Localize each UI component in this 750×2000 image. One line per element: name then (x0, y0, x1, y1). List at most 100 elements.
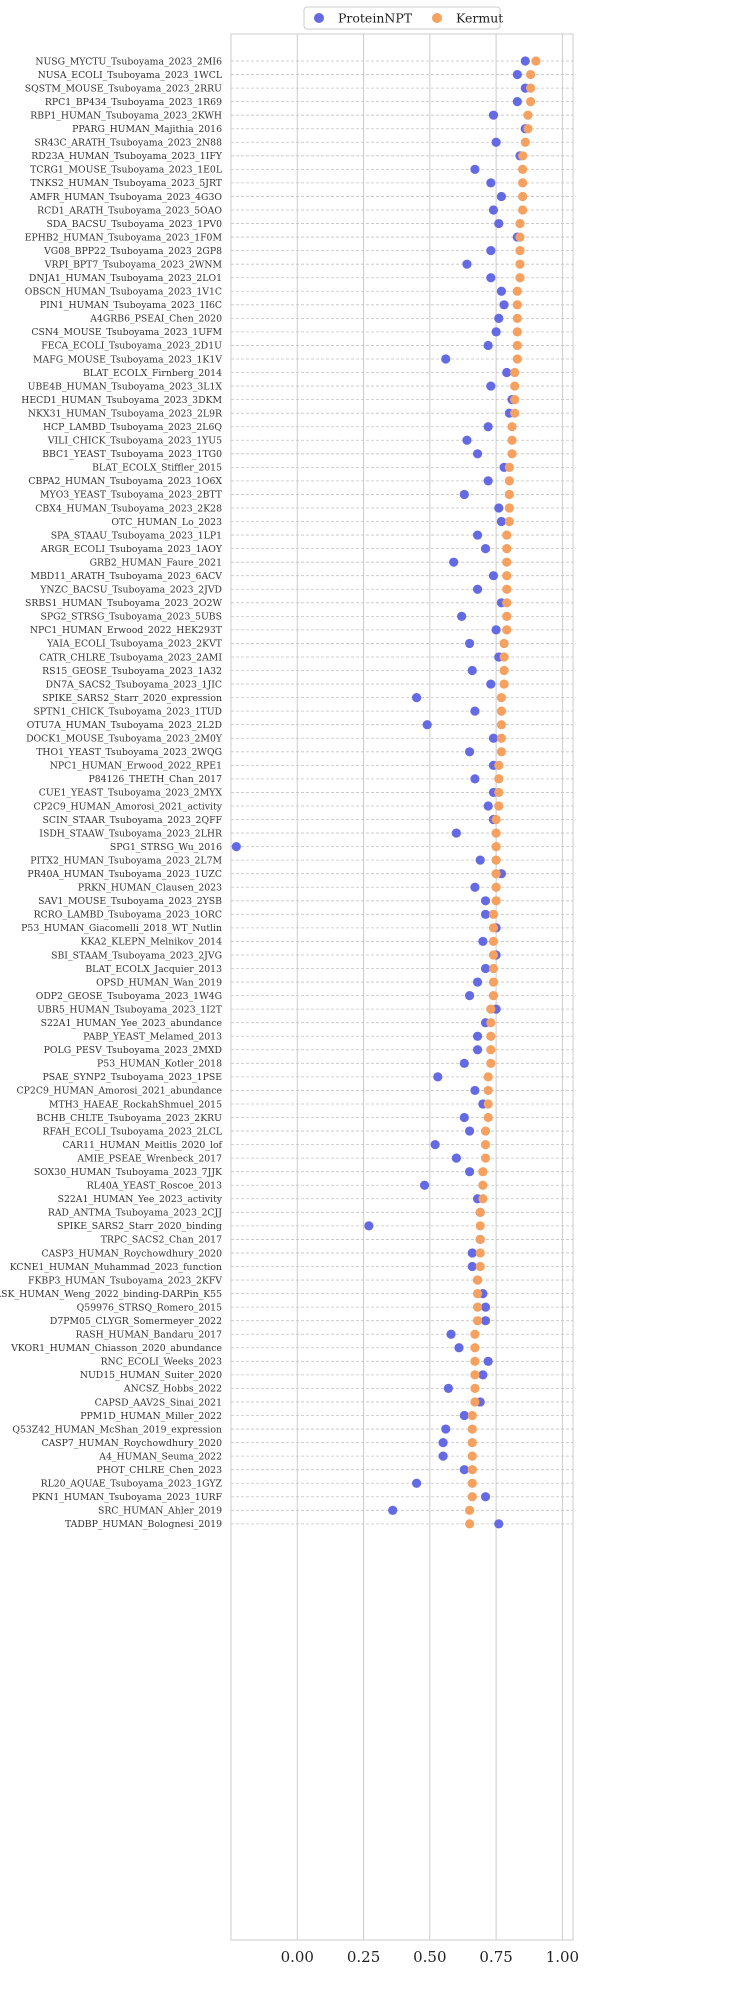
point-proteinnpt (480, 1492, 491, 1502)
point-kermut (470, 1356, 480, 1366)
point-kermut (510, 381, 520, 391)
point-proteinnpt (480, 909, 491, 919)
point-kermut (486, 1004, 496, 1014)
point-proteinnpt (478, 936, 488, 947)
point-kermut (512, 286, 522, 296)
point-proteinnpt (499, 300, 509, 310)
y-tick-label: AMFR_HUMAN_Tsuboyama_2023_4G3O (29, 192, 222, 203)
y-tick-label: PR40A_HUMAN_Tsuboyama_2023_1UZC (27, 869, 222, 880)
y-tick-label: ANCSZ_Hobbs_2022 (123, 1384, 222, 1395)
point-proteinnpt (441, 354, 451, 364)
point-kermut (499, 679, 509, 689)
y-tick-label: Q53Z42_HUMAN_McShan_2019_expression (12, 1424, 222, 1435)
point-proteinnpt (430, 1140, 440, 1150)
point-proteinnpt (512, 97, 522, 107)
y-tick-label: Q59976_STRSQ_Romero_2015 (77, 1302, 222, 1313)
point-kermut (502, 571, 512, 581)
y-tick-label: EPHB2_HUMAN_Tsuboyama_2023_1F0M (25, 232, 223, 243)
point-kermut (499, 665, 509, 676)
y-tick-label: SBI_STAAM_Tsuboyama_2023_2JVG (51, 950, 222, 961)
point-kermut (472, 1275, 483, 1285)
y-tick-label: NPC1_HUMAN_Erwood_2022_HEK293T (30, 625, 223, 636)
y-tick-label: CBX4_HUMAN_Tsuboyama_2023_2K28 (35, 503, 222, 514)
point-kermut (494, 801, 504, 811)
point-proteinnpt (465, 1167, 475, 1177)
y-tick-label: BBC1_YEAST_Tsuboyama_2023_1TG0 (42, 449, 222, 460)
point-proteinnpt (496, 191, 507, 202)
point-kermut (467, 1424, 477, 1434)
point-proteinnpt (419, 1180, 430, 1190)
point-kermut (467, 1410, 477, 1421)
y-tick-label: CP2C9_HUMAN_Amorosi_2021_activity (34, 801, 223, 812)
point-kermut (486, 1058, 496, 1068)
point-kermut (518, 178, 528, 188)
y-tick-label: SOX30_HUMAN_Tsuboyama_2023_7JJK (34, 1167, 223, 1178)
y-tick-label: TNKS2_HUMAN_Tsuboyama_2023_5JRT (30, 178, 223, 189)
point-proteinnpt (494, 218, 504, 229)
point-kermut (470, 1397, 480, 1407)
point-kermut (507, 422, 517, 432)
point-proteinnpt (472, 584, 483, 594)
point-kermut (465, 1505, 475, 1515)
y-tick-label: POLG_PESV_Tsuboyama_2023_2MXD (44, 1045, 222, 1056)
point-kermut (496, 706, 507, 716)
point-kermut (472, 1302, 483, 1312)
point-kermut (515, 246, 525, 256)
y-tick-label: SPG2_STRSG_Tsuboyama_2023_5UBS (40, 612, 222, 623)
point-kermut (525, 83, 536, 93)
point-proteinnpt (488, 205, 499, 215)
y-tick-label: SPA_STAAU_Tsuboyama_2023_1LP1 (51, 530, 222, 541)
y-tick-label: MAFG_MOUSE_Tsuboyama_2023_1K1V (33, 354, 222, 365)
point-proteinnpt (480, 963, 491, 974)
point-proteinnpt (457, 611, 467, 621)
y-tick-label: TCRG1_MOUSE_Tsuboyama_2023_1E0L (30, 165, 222, 176)
y-tick-label: RD23A_HUMAN_Tsuboyama_2023_1IFY (31, 151, 223, 162)
point-kermut (504, 476, 514, 486)
point-kermut (488, 950, 499, 960)
point-kermut (496, 720, 507, 730)
point-proteinnpt (480, 896, 491, 906)
point-kermut (486, 1031, 496, 1041)
y-tick-label: GRB2_HUMAN_Faure_2021 (90, 557, 222, 568)
point-proteinnpt (480, 1302, 491, 1312)
y-tick-label: CSN4_MOUSE_Tsuboyama_2023_1UFM (31, 327, 222, 338)
point-proteinnpt (465, 747, 475, 757)
point-proteinnpt (446, 1329, 456, 1339)
point-proteinnpt (472, 449, 483, 459)
point-kermut (491, 842, 501, 852)
y-tick-label: CASP3_HUMAN_Roychowdhury_2020 (41, 1248, 222, 1259)
point-kermut (496, 747, 507, 757)
point-kermut (496, 693, 507, 703)
y-tick-label: OBSCN_HUMAN_Tsuboyama_2023_1V1C (25, 287, 222, 298)
point-proteinnpt (472, 1031, 483, 1041)
point-proteinnpt (467, 665, 477, 676)
point-proteinnpt (483, 340, 493, 351)
y-tick-label: SPTN1_CHICK_Tsuboyama_2023_1TUD (34, 706, 222, 717)
point-kermut (491, 814, 501, 825)
point-kermut (491, 828, 501, 838)
point-kermut (478, 1194, 488, 1204)
y-tick-label: RBP1_HUMAN_Tsuboyama_2023_2KWH (30, 110, 222, 121)
y-tick-label: VG08_BPP22_Tsuboyama_2023_2GP8 (43, 246, 222, 257)
point-kermut (465, 1519, 475, 1529)
y-tick-label: PITX2_HUMAN_Tsuboyama_2023_2L7M (30, 855, 222, 866)
y-tick-label: FECA_ECOLI_Tsuboyama_2023_2D1U (41, 341, 222, 352)
point-proteinnpt (480, 544, 491, 554)
y-tick-label: DNJA1_HUMAN_Tsuboyama_2023_2LO1 (29, 273, 222, 284)
point-kermut (486, 1045, 496, 1055)
point-proteinnpt (438, 1437, 448, 1448)
point-kermut (488, 923, 499, 933)
y-tick-label: A4_HUMAN_Seuma_2022 (98, 1451, 222, 1462)
point-kermut (504, 489, 514, 500)
y-tick-label: PPARG_HUMAN_Majithia_2016 (72, 124, 222, 135)
point-proteinnpt (459, 1112, 469, 1123)
point-kermut (488, 977, 499, 987)
point-proteinnpt (502, 367, 512, 378)
point-kermut (502, 530, 512, 540)
y-tick-label: P53_HUMAN_Giacomelli_2018_WT_Nutlin (21, 923, 222, 934)
point-kermut (488, 963, 499, 974)
point-proteinnpt (472, 1045, 483, 1055)
point-proteinnpt (465, 991, 475, 1001)
y-tick-label: DOCK1_MOUSE_Tsuboyama_2023_2M0Y (26, 734, 223, 745)
point-proteinnpt (422, 720, 432, 730)
